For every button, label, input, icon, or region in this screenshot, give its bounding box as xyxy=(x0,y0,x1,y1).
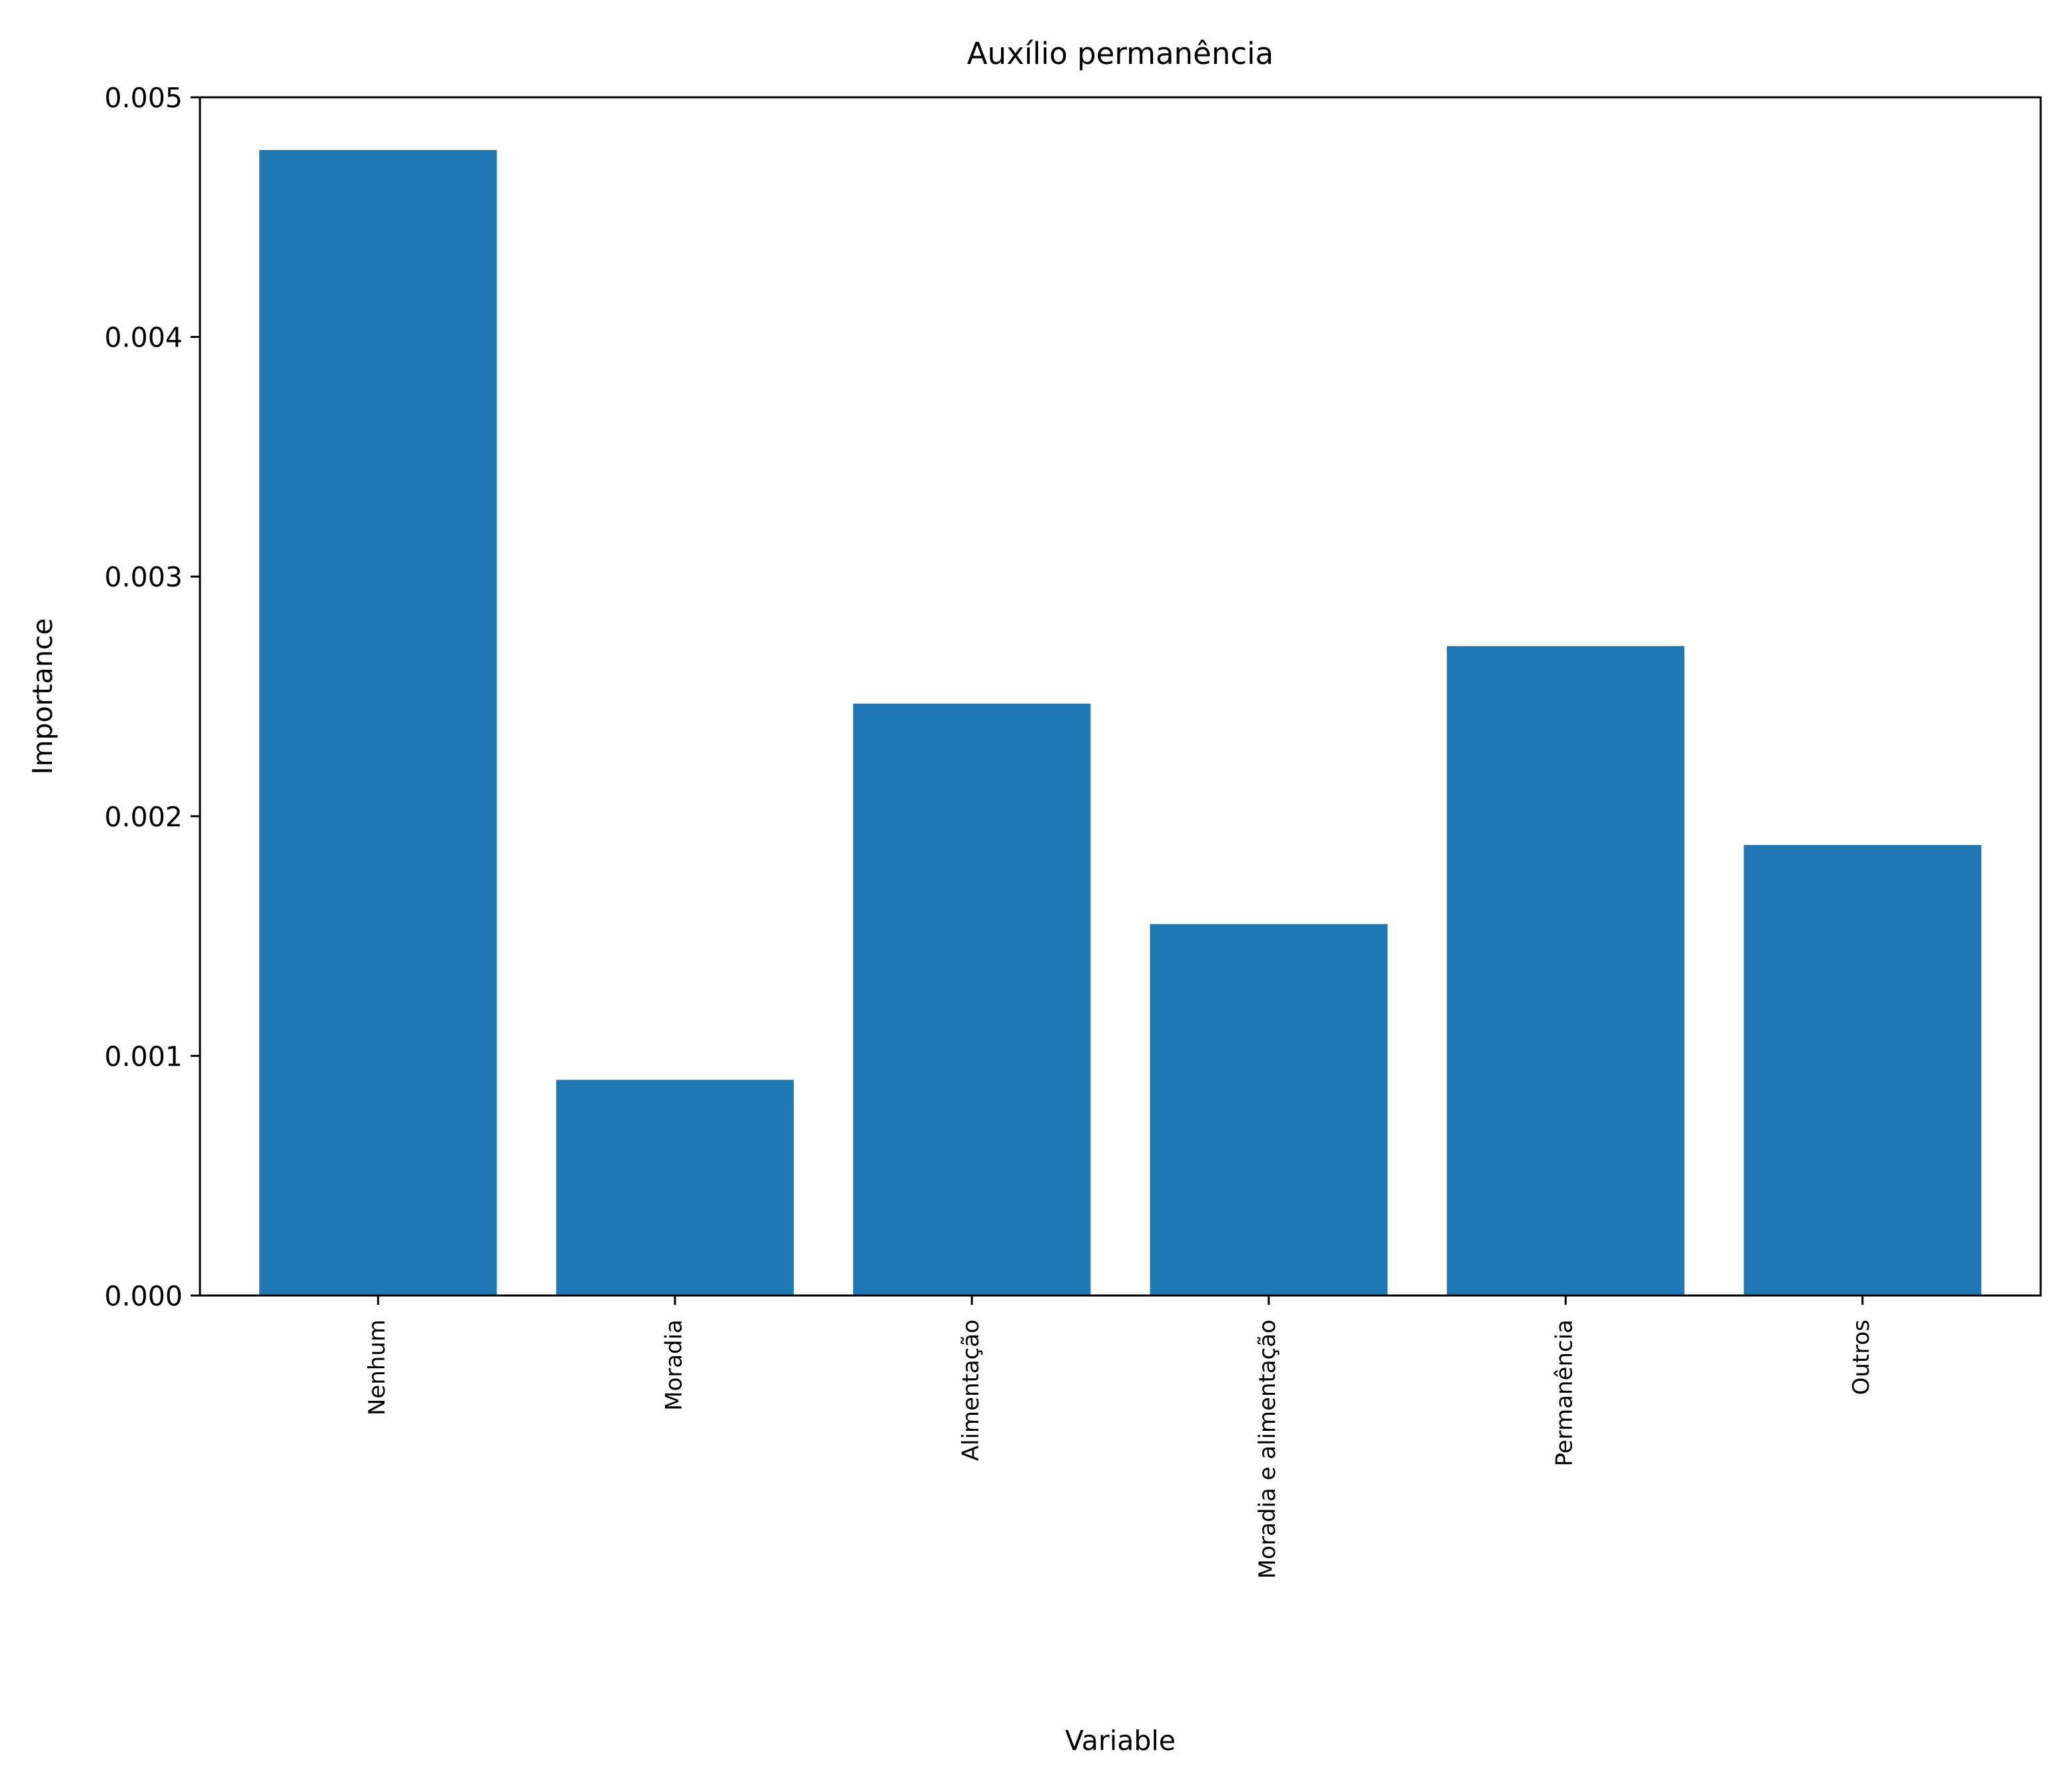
bar-3 xyxy=(1150,924,1388,1296)
chart-title: Auxílio permanência xyxy=(967,36,1274,71)
bars-group xyxy=(259,150,1981,1296)
bar-0 xyxy=(259,150,497,1296)
bar-5 xyxy=(1743,844,1981,1296)
x-tick-label: Permanência xyxy=(1551,1320,1578,1467)
plot-frame xyxy=(199,96,2042,1297)
x-tick-label: Alimentação xyxy=(958,1320,984,1461)
y-tick-label: 0.002 xyxy=(105,801,183,833)
bar-4 xyxy=(1447,646,1685,1296)
x-axis-label: Variable xyxy=(1065,1725,1176,1757)
x-tick-label: Moradia e alimentação xyxy=(1254,1320,1281,1579)
y-tick-label: 0.003 xyxy=(105,561,183,593)
y-tick-label: 0.005 xyxy=(105,82,183,114)
bar-1 xyxy=(556,1080,794,1296)
x-ticks-group: Nenhum Moradia Alimentação Moradia e alimen… xyxy=(364,1296,1875,1579)
y-tick-label: 0.001 xyxy=(105,1040,183,1072)
y-tick-label: 0.004 xyxy=(105,322,183,354)
bar-2 xyxy=(853,703,1091,1296)
x-tick-label: Nenhum xyxy=(364,1320,391,1415)
x-tick-label: Outros xyxy=(1848,1320,1875,1395)
y-tick-label: 0.000 xyxy=(105,1280,183,1312)
y-ticks-group: 0.000 0.001 0.002 0.003 0.004 0.005 xyxy=(105,82,200,1312)
y-axis-label: Importance xyxy=(27,618,59,775)
x-tick-label: Moradia xyxy=(660,1320,687,1411)
